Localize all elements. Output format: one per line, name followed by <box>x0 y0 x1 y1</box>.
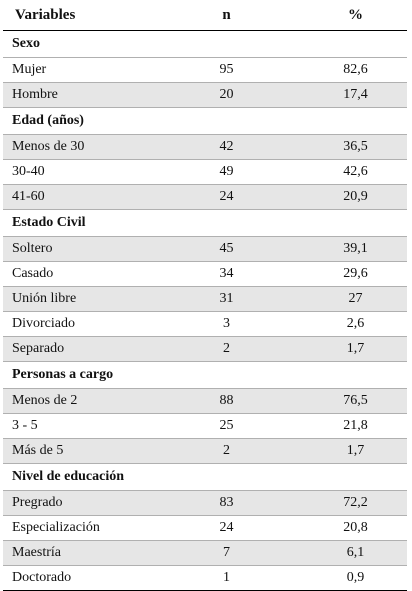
row-label: Unión libre <box>12 291 77 306</box>
row-count: 7 <box>223 545 230 560</box>
row-percent: 72,2 <box>343 495 368 510</box>
row-count: 25 <box>219 418 234 433</box>
table-row: Soltero 45 39,1 <box>3 237 407 262</box>
table-row: Casado 34 29,6 <box>3 262 407 287</box>
table-row: Unión libre 31 27 <box>3 287 407 312</box>
table-row: Mujer 95 82,6 <box>3 58 407 83</box>
section-title: Edad (años) <box>12 113 84 128</box>
row-label: Más de 5 <box>12 443 64 458</box>
row-percent: 76,5 <box>343 393 368 408</box>
row-count: 3 <box>223 316 230 331</box>
table-row: Doctorado 1 0,9 <box>3 566 407 591</box>
row-count: 88 <box>219 393 234 408</box>
row-percent: 2,6 <box>346 316 365 331</box>
row-label: Divorciado <box>12 316 75 331</box>
table-row: 3 - 5 25 21,8 <box>3 414 407 439</box>
row-percent: 36,5 <box>343 139 368 154</box>
table-header: Variables n % <box>3 0 407 31</box>
row-label: Hombre <box>12 87 58 102</box>
row-percent: 20,9 <box>343 189 368 204</box>
row-count: 20 <box>219 87 234 102</box>
row-percent: 0,9 <box>346 570 365 585</box>
section-title: Personas a cargo <box>12 367 114 382</box>
table-body: Sexo Mujer 95 82,6 Hombre 20 17,4 Edad (años) Me… <box>3 31 407 591</box>
row-label: 30-40 <box>12 164 45 179</box>
row-label: Menos de 30 <box>12 139 85 154</box>
row-percent: 27 <box>348 291 363 306</box>
row-percent: 82,6 <box>343 62 368 77</box>
row-percent: 17,4 <box>343 87 368 102</box>
row-percent: 21,8 <box>343 418 368 433</box>
row-label: Menos de 2 <box>12 393 78 408</box>
header-variables: Variables <box>15 6 76 23</box>
row-percent: 29,6 <box>343 266 368 281</box>
row-percent: 42,6 <box>343 164 368 179</box>
table-row: Divorciado 3 2,6 <box>3 312 407 337</box>
row-count: 42 <box>219 139 234 154</box>
table-row: 41-60 24 20,9 <box>3 185 407 210</box>
row-count: 83 <box>219 495 234 510</box>
row-count: 2 <box>223 341 230 356</box>
row-label: Soltero <box>12 241 53 256</box>
row-count: 49 <box>219 164 234 179</box>
section-header-row: Sexo <box>3 31 407 58</box>
row-label: Maestría <box>12 545 61 560</box>
row-count: 45 <box>219 241 234 256</box>
section-title: Sexo <box>12 36 40 51</box>
row-count: 24 <box>219 189 234 204</box>
row-count: 34 <box>219 266 234 281</box>
row-label: 3 - 5 <box>12 418 38 433</box>
row-label: 41-60 <box>12 189 45 204</box>
table-row: Especialización 24 20,8 <box>3 516 407 541</box>
row-count: 31 <box>219 291 234 306</box>
table-row: Separado 2 1,7 <box>3 337 407 362</box>
row-label: Mujer <box>12 62 47 77</box>
row-percent: 6,1 <box>346 545 365 560</box>
row-count: 95 <box>219 62 234 77</box>
row-count: 24 <box>219 520 234 535</box>
table-row: Menos de 30 42 36,5 <box>3 135 407 160</box>
row-count: 2 <box>223 443 230 458</box>
row-label: Especialización <box>12 520 100 535</box>
table-row: Pregrado 83 72,2 <box>3 491 407 516</box>
row-percent: 1,7 <box>346 341 365 356</box>
table-row: 30-40 49 42,6 <box>3 160 407 185</box>
table-row: Maestría 7 6,1 <box>3 541 407 566</box>
section-title: Estado Civil <box>12 215 86 230</box>
row-label: Pregrado <box>12 495 63 510</box>
section-header-row: Edad (años) <box>3 108 407 135</box>
table-row: Hombre 20 17,4 <box>3 83 407 108</box>
table-row: Más de 5 2 1,7 <box>3 439 407 464</box>
section-header-row: Personas a cargo <box>3 362 407 389</box>
header-n: n <box>222 6 231 23</box>
row-percent: 1,7 <box>346 443 365 458</box>
row-label: Casado <box>12 266 54 281</box>
row-percent: 20,8 <box>343 520 368 535</box>
section-title: Nivel de educación <box>12 469 124 484</box>
row-percent: 39,1 <box>343 241 368 256</box>
row-label: Doctorado <box>12 570 72 585</box>
row-label: Separado <box>12 341 65 356</box>
section-header-row: Estado Civil <box>3 210 407 237</box>
header-percent: % <box>348 6 363 23</box>
row-count: 1 <box>223 570 230 585</box>
demographics-table: Variables n % Sexo Mujer 95 82,6 Hombre 20 17,… <box>3 0 407 591</box>
table-row: Menos de 2 88 76,5 <box>3 389 407 414</box>
section-header-row: Nivel de educación <box>3 464 407 491</box>
